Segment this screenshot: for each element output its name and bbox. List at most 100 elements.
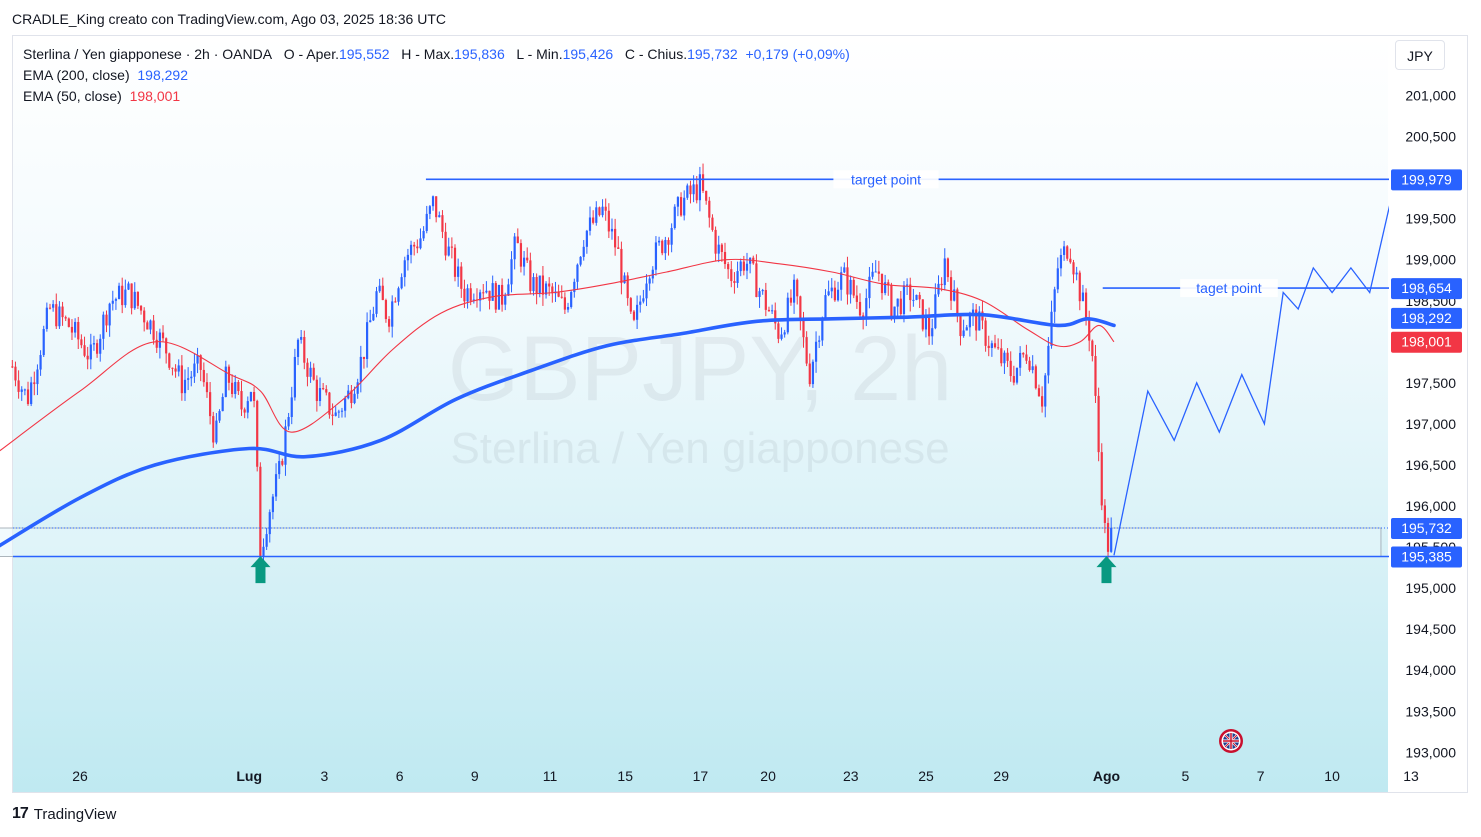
candle-body xyxy=(89,344,92,360)
candle-body xyxy=(576,264,579,282)
y-tick-label: 194,500 xyxy=(1405,621,1456,637)
candle-body xyxy=(874,271,877,273)
candle-body xyxy=(563,297,566,310)
candles xyxy=(11,163,1113,566)
candle-body xyxy=(413,244,416,247)
candle-body xyxy=(830,287,833,292)
legend-ema50-row[interactable]: EMA (50, close) 198,001 xyxy=(23,86,850,107)
candle-body xyxy=(896,298,899,307)
candle-body xyxy=(1019,352,1022,368)
candle-body xyxy=(340,410,344,412)
candle-body xyxy=(544,283,548,295)
y-tick-label: 194,000 xyxy=(1405,662,1456,678)
watermark-name: Sterlina / Yen giapponese xyxy=(450,424,949,473)
price-label-tag[interactable] xyxy=(1391,518,1462,540)
candle-body xyxy=(1097,395,1100,453)
candle-body xyxy=(978,311,981,331)
candle-body xyxy=(422,230,425,239)
candle-body xyxy=(742,261,745,271)
legend-ema200-row[interactable]: EMA (200, close) 198,292 xyxy=(23,65,850,86)
candle-body xyxy=(579,256,582,265)
candle-body xyxy=(74,321,77,333)
candle-body xyxy=(438,215,441,218)
candle-body xyxy=(1031,366,1034,371)
candle-body xyxy=(240,391,243,410)
candle-body xyxy=(378,285,381,292)
price-label-tag[interactable] xyxy=(1391,278,1462,300)
ema50-line[interactable] xyxy=(0,258,1115,452)
currency-button[interactable]: JPY xyxy=(1395,40,1445,70)
candle-body xyxy=(1078,272,1081,302)
candle-body xyxy=(14,366,17,381)
candle-body xyxy=(409,244,413,255)
plot-background xyxy=(13,36,1388,792)
candle-body xyxy=(174,368,177,372)
candle-body xyxy=(924,317,928,330)
candle-body xyxy=(993,343,997,348)
candle-body xyxy=(234,382,237,395)
price-axis[interactable] xyxy=(1389,36,1467,792)
price-label-tag[interactable] xyxy=(1391,169,1462,191)
candle-body xyxy=(1003,352,1006,364)
target-label-upper: target point xyxy=(851,171,921,187)
ema200-line[interactable] xyxy=(0,312,1116,548)
x-tick-label: 13 xyxy=(1403,768,1419,784)
candle-body xyxy=(840,272,843,290)
candle-body xyxy=(325,389,328,393)
tradingview-branding[interactable]: 17 TradingView xyxy=(12,805,116,823)
candle-body xyxy=(435,196,438,218)
candle-body xyxy=(45,307,48,329)
support-zone[interactable] xyxy=(0,527,1382,557)
x-tick-label: 9 xyxy=(471,768,479,784)
candle-body xyxy=(482,292,485,294)
candle-body xyxy=(623,275,626,284)
candle-body xyxy=(278,461,281,475)
candle-body xyxy=(77,321,80,340)
candle-body xyxy=(755,263,758,298)
candle-body xyxy=(491,283,494,301)
candle-body xyxy=(695,184,698,201)
candle-body xyxy=(70,326,74,333)
legend-ema200-value: 198,292 xyxy=(137,67,188,83)
candle-body xyxy=(626,275,629,299)
price-label-tag[interactable] xyxy=(1391,307,1462,329)
candle-body xyxy=(202,369,205,383)
candle-body xyxy=(284,426,287,465)
candle-body xyxy=(485,290,488,293)
candle-body xyxy=(739,261,742,272)
candle-body xyxy=(315,379,318,402)
candle-body xyxy=(243,409,246,413)
x-tick-label: Lug xyxy=(236,768,262,784)
candle-body xyxy=(771,310,774,312)
chart-frame xyxy=(12,35,1468,793)
candle-body xyxy=(387,319,391,327)
candle-body xyxy=(146,322,149,330)
candle-body xyxy=(1000,348,1003,364)
candle-body xyxy=(212,416,215,443)
price-label-tag[interactable] xyxy=(1391,546,1462,568)
candle-body xyxy=(337,411,340,413)
candle-body xyxy=(230,382,234,395)
projection-path[interactable] xyxy=(1113,177,1397,556)
candle-body xyxy=(58,306,61,327)
x-tick-label: 29 xyxy=(993,768,1009,784)
price-label-tag[interactable] xyxy=(1391,331,1462,353)
candle-body xyxy=(246,401,249,413)
candle-body xyxy=(1022,352,1025,355)
candle-body xyxy=(1028,360,1031,371)
candle-body xyxy=(1100,452,1103,506)
legend-ema50-label: EMA (50, close) xyxy=(23,88,122,104)
buy-arrow-icon[interactable] xyxy=(250,556,271,584)
candle-body xyxy=(598,207,601,216)
candle-body xyxy=(526,257,529,261)
candle-body xyxy=(215,420,218,443)
buy-arrow-icon[interactable] xyxy=(1096,556,1117,584)
candle-body xyxy=(488,290,491,301)
candle-body xyxy=(23,389,26,391)
candle-body xyxy=(808,363,811,385)
uk-flag-icon[interactable] xyxy=(1218,728,1244,754)
x-tick-label: 23 xyxy=(843,768,859,784)
candle-body xyxy=(717,244,720,254)
candle-body xyxy=(92,343,96,345)
